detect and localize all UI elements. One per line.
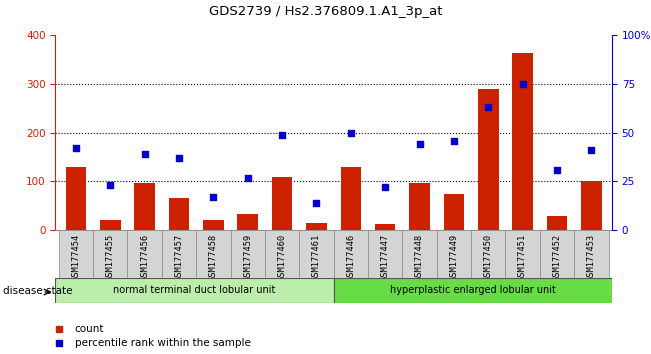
- Point: [449, 138, 459, 143]
- Bar: [196, 230, 230, 278]
- Text: GSM177453: GSM177453: [587, 234, 596, 281]
- Text: GSM177461: GSM177461: [312, 234, 321, 281]
- Bar: [402, 230, 437, 278]
- Text: GSM177448: GSM177448: [415, 234, 424, 281]
- Point: [105, 183, 115, 188]
- Bar: [271, 177, 292, 230]
- Text: GSM177454: GSM177454: [72, 234, 81, 281]
- Bar: [162, 230, 196, 278]
- Text: count: count: [75, 324, 104, 333]
- Bar: [478, 89, 499, 230]
- Bar: [540, 230, 574, 278]
- Text: GSM177447: GSM177447: [381, 234, 390, 281]
- Bar: [505, 230, 540, 278]
- Point: [380, 184, 391, 190]
- Bar: [437, 230, 471, 278]
- Point: [552, 167, 562, 173]
- Bar: [512, 53, 533, 230]
- Text: GSM177458: GSM177458: [209, 234, 218, 281]
- Text: GSM177451: GSM177451: [518, 234, 527, 281]
- Text: GSM177452: GSM177452: [553, 234, 561, 281]
- Point: [139, 151, 150, 157]
- Point: [346, 130, 356, 136]
- Text: GSM177459: GSM177459: [243, 234, 252, 281]
- Bar: [333, 230, 368, 278]
- Text: normal terminal duct lobular unit: normal terminal duct lobular unit: [113, 285, 275, 295]
- Bar: [66, 167, 86, 230]
- Bar: [368, 230, 402, 278]
- Bar: [100, 220, 120, 230]
- Text: GSM177456: GSM177456: [140, 234, 149, 281]
- Bar: [59, 230, 93, 278]
- Point: [243, 175, 253, 181]
- Bar: [375, 224, 395, 230]
- Text: percentile rank within the sample: percentile rank within the sample: [75, 338, 251, 348]
- Text: GDS2739 / Hs2.376809.1.A1_3p_at: GDS2739 / Hs2.376809.1.A1_3p_at: [209, 5, 442, 18]
- Bar: [574, 230, 609, 278]
- Point: [71, 145, 81, 151]
- Point: [311, 200, 322, 206]
- Bar: [203, 220, 224, 230]
- Text: GSM177450: GSM177450: [484, 234, 493, 281]
- Bar: [169, 199, 189, 230]
- Text: disease state: disease state: [3, 286, 73, 296]
- Point: [174, 155, 184, 161]
- Point: [277, 132, 287, 138]
- Text: GSM177449: GSM177449: [449, 234, 458, 281]
- Bar: [581, 181, 602, 230]
- Bar: [306, 223, 327, 230]
- Bar: [55, 278, 333, 303]
- Bar: [128, 230, 162, 278]
- Point: [483, 104, 493, 110]
- Text: GSM177460: GSM177460: [277, 234, 286, 281]
- Point: [414, 142, 424, 147]
- Bar: [265, 230, 299, 278]
- Text: GSM177457: GSM177457: [174, 234, 184, 281]
- Bar: [409, 183, 430, 230]
- Bar: [238, 214, 258, 230]
- Point: [586, 147, 596, 153]
- Bar: [299, 230, 333, 278]
- Text: hyperplastic enlarged lobular unit: hyperplastic enlarged lobular unit: [390, 285, 556, 295]
- Bar: [547, 216, 567, 230]
- Bar: [443, 194, 464, 230]
- Point: [518, 81, 528, 87]
- Bar: [471, 230, 505, 278]
- Text: GSM177455: GSM177455: [106, 234, 115, 281]
- Text: GSM177446: GSM177446: [346, 234, 355, 281]
- Bar: [333, 278, 612, 303]
- Bar: [93, 230, 128, 278]
- Point: [208, 194, 219, 200]
- Bar: [230, 230, 265, 278]
- Bar: [134, 183, 155, 230]
- Bar: [340, 167, 361, 230]
